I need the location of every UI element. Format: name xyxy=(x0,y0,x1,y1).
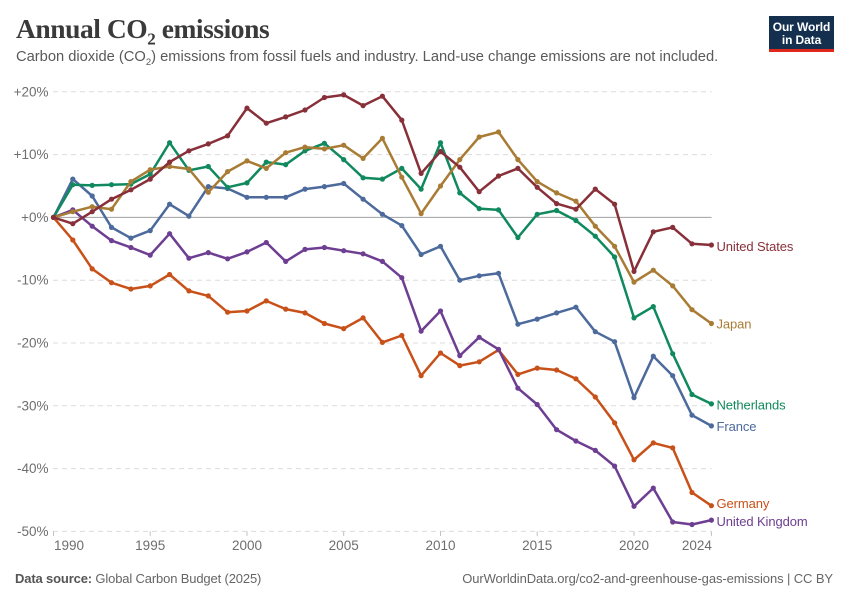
svg-text:2005: 2005 xyxy=(329,538,359,553)
svg-text:-10%: -10% xyxy=(17,273,49,288)
svg-text:-20%: -20% xyxy=(17,336,49,351)
svg-text:2024: 2024 xyxy=(682,538,713,553)
svg-text:1990: 1990 xyxy=(54,538,84,553)
svg-text:2010: 2010 xyxy=(425,538,455,553)
svg-text:2000: 2000 xyxy=(232,538,262,553)
svg-text:United States: United States xyxy=(717,239,794,254)
svg-text:-50%: -50% xyxy=(17,524,49,539)
svg-text:Netherlands: Netherlands xyxy=(717,398,787,413)
svg-text:Japan: Japan xyxy=(717,317,752,332)
svg-text:France: France xyxy=(717,419,757,434)
svg-text:Germany: Germany xyxy=(717,496,770,511)
svg-text:1995: 1995 xyxy=(135,538,165,553)
svg-text:2020: 2020 xyxy=(619,538,649,553)
svg-text:United Kingdom: United Kingdom xyxy=(717,514,808,529)
svg-text:-30%: -30% xyxy=(17,398,49,413)
svg-text:+0%: +0% xyxy=(21,210,48,225)
svg-text:+10%: +10% xyxy=(14,147,49,162)
svg-text:-40%: -40% xyxy=(17,461,49,476)
svg-text:2015: 2015 xyxy=(522,538,552,553)
svg-text:+20%: +20% xyxy=(14,84,49,99)
